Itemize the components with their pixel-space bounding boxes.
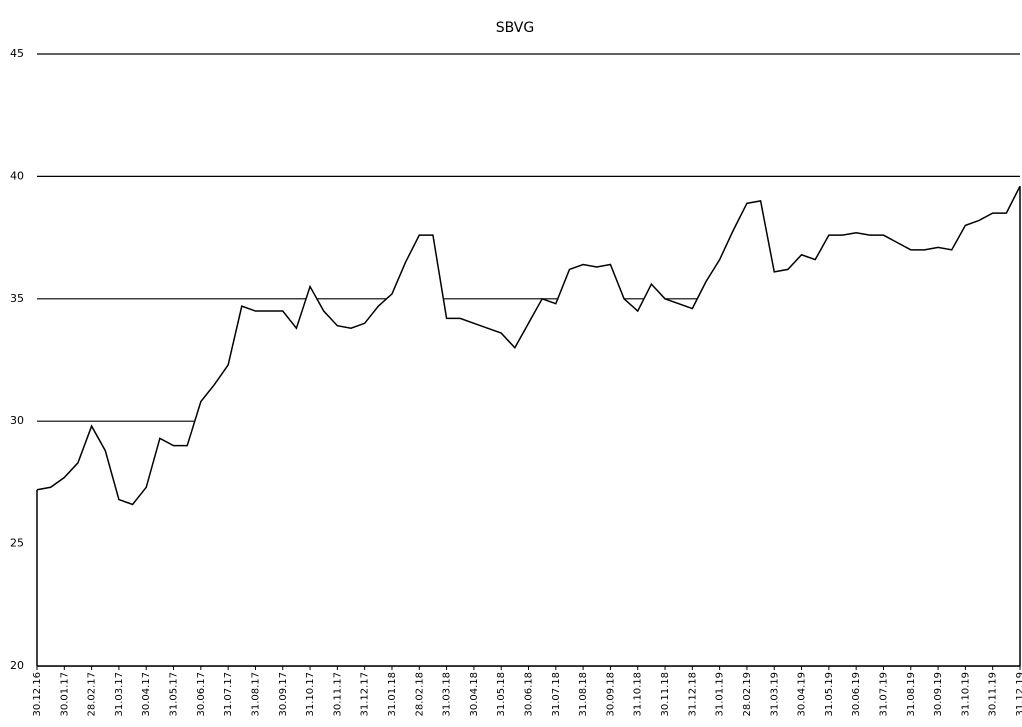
x-tick-label: 31.10.19	[960, 672, 971, 717]
x-tick-label: 31.07.19	[878, 672, 889, 717]
x-tick-label: 31.01.18	[387, 672, 398, 717]
x-tick-label: 31.03.18	[442, 672, 453, 717]
line	[36, 185, 1021, 506]
x-tick-label: 30.11.17	[332, 672, 343, 717]
x-tick-label: 31.01.19	[715, 672, 726, 717]
x-tick-label: 30.06.19	[851, 672, 862, 717]
x-tick-label: 31.08.17	[250, 672, 261, 717]
x-tick-label: 30.11.18	[660, 672, 671, 717]
x-tick-label: 28.02.18	[414, 672, 425, 717]
x-tick-label: 31.05.19	[824, 672, 835, 717]
x-tick-label: 31.07.17	[223, 672, 234, 717]
x-tick-label: 30.01.17	[59, 672, 70, 717]
x-tick-label: 31.10.18	[633, 672, 644, 717]
x-tick-label: 30.11.19	[988, 672, 999, 717]
y-tick-label: 30	[10, 414, 24, 427]
x-tick-label: 30.09.17	[278, 672, 289, 717]
x-tick-label: 31.12.18	[687, 672, 698, 717]
x-tick-label: 31.10.17	[305, 672, 316, 717]
x-tick-label: 31.12.19	[1015, 672, 1022, 717]
x-tick-label: 31.07.18	[551, 672, 562, 717]
x-tick-label: 28.02.17	[87, 672, 98, 717]
x-tick-label: 30.04.17	[141, 672, 152, 717]
y-tick-label: 20	[10, 659, 24, 672]
x-tick-label: 30.06.17	[196, 672, 207, 717]
y-tick-label: 35	[10, 292, 24, 305]
x-tick-label: 30.06.18	[524, 672, 535, 717]
y-tick-label: 45	[10, 47, 24, 60]
chart-title: SBVG	[496, 20, 535, 36]
area-fill	[37, 186, 1020, 666]
x-tick-label: 30.09.19	[933, 672, 944, 717]
x-tick-label: 30.04.18	[469, 672, 480, 717]
x-tick-label: 31.08.19	[906, 672, 917, 717]
x-tick-label: 31.03.19	[769, 672, 780, 717]
x-tick-label: 31.08.18	[578, 672, 589, 717]
x-tick-label: 30.04.19	[797, 672, 808, 717]
y-tick-label: 40	[10, 169, 24, 182]
x-tick-label: 30.09.18	[605, 672, 616, 717]
x-tick-label: 31.05.18	[496, 672, 507, 717]
x-tick-label: 28.02.19	[742, 672, 753, 717]
y-tick-label: 25	[10, 537, 24, 550]
x-tick-label: 30.12.16	[32, 672, 43, 717]
x-tick-label: 31.12.17	[360, 672, 371, 717]
x-tick-label: 31.03.17	[114, 672, 125, 717]
x-tick-label: 31.05.17	[169, 672, 180, 717]
